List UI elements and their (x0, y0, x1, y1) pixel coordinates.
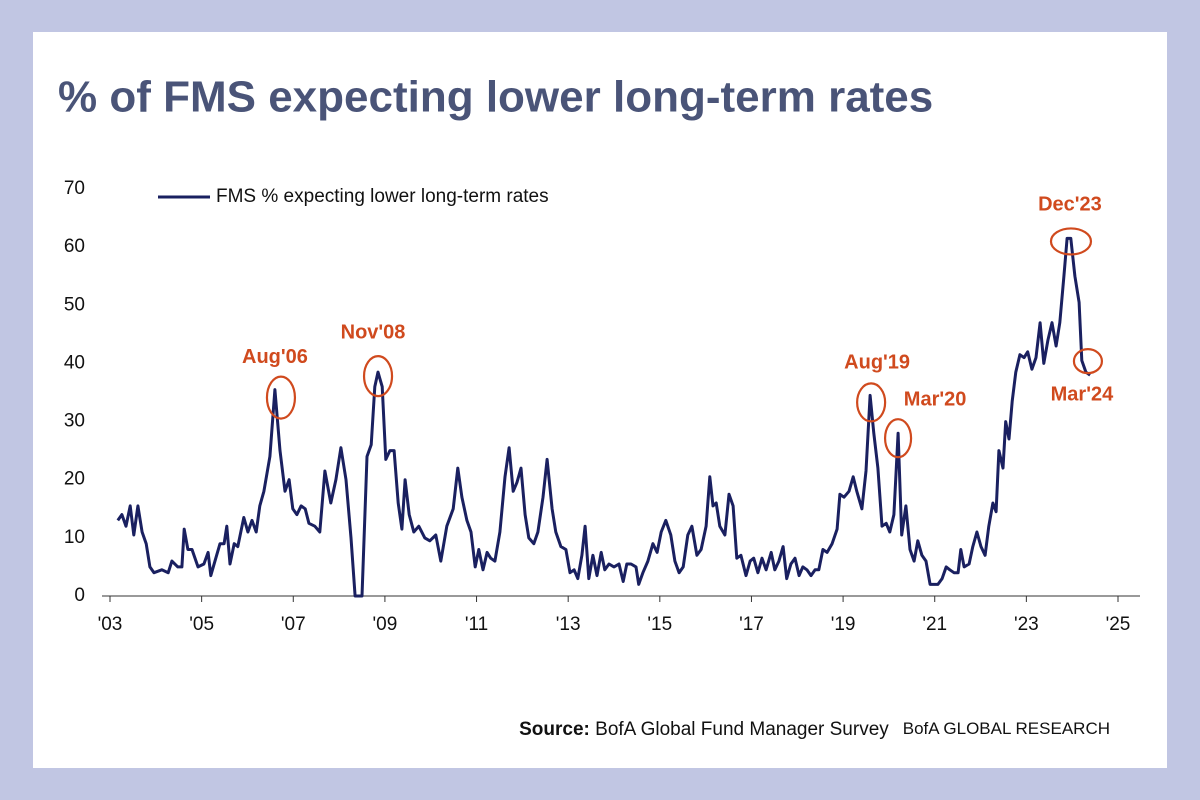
source: Source: BofA Global Fund Manager Survey B… (519, 719, 1110, 740)
x-tick-label: '07 (281, 614, 306, 635)
annotation-circle (856, 382, 887, 423)
source-label: Source: (519, 719, 590, 740)
annotation-circle (883, 418, 913, 459)
y-tick-label: 50 (64, 294, 85, 315)
x-tick-label: '13 (556, 614, 581, 635)
x-tick-label: '11 (465, 614, 488, 635)
y-tick-label: 70 (64, 178, 85, 199)
y-tick-label: 10 (64, 527, 85, 548)
annotation-circle (1072, 348, 1104, 375)
y-tick-label: 20 (64, 469, 85, 490)
source-text: BofA Global Fund Manager Survey (595, 719, 889, 740)
x-tick-label: '05 (189, 614, 214, 635)
x-tick-label: '15 (647, 614, 672, 635)
annotation-circle (265, 375, 297, 420)
x-tick-label: '21 (922, 614, 947, 635)
x-tick-label: '23 (1014, 614, 1039, 635)
y-tick-label: 40 (64, 352, 85, 373)
legend-label: FMS % expecting lower long-term rates (216, 186, 549, 207)
annotation-label: Mar'24 (1051, 383, 1114, 405)
brand: BofA GLOBAL RESEARCH (903, 719, 1110, 738)
x-tick-label: '25 (1106, 614, 1131, 635)
panel (33, 32, 1167, 768)
x-tick-label: '09 (373, 614, 398, 635)
y-tick-label: 30 (64, 411, 85, 432)
x-tick-label: '03 (98, 614, 123, 635)
y-tick-label: 0 (74, 585, 85, 606)
annotation-circle (362, 355, 394, 398)
annotation-label: Nov'08 (341, 321, 406, 343)
annotation-label: Aug'06 (242, 346, 308, 368)
x-tick-label: '19 (831, 614, 856, 635)
annotation-circle (1049, 227, 1093, 256)
line (116, 236, 1091, 598)
annotation-label: Aug'19 (844, 352, 910, 374)
x-tick-label: '17 (739, 614, 764, 635)
annotation-label: Mar'20 (904, 388, 967, 410)
chart-title: % of FMS expecting lower long-term rates (58, 73, 933, 122)
annotation-label: Dec'23 (1038, 194, 1102, 216)
y-tick-label: 60 (64, 236, 85, 257)
